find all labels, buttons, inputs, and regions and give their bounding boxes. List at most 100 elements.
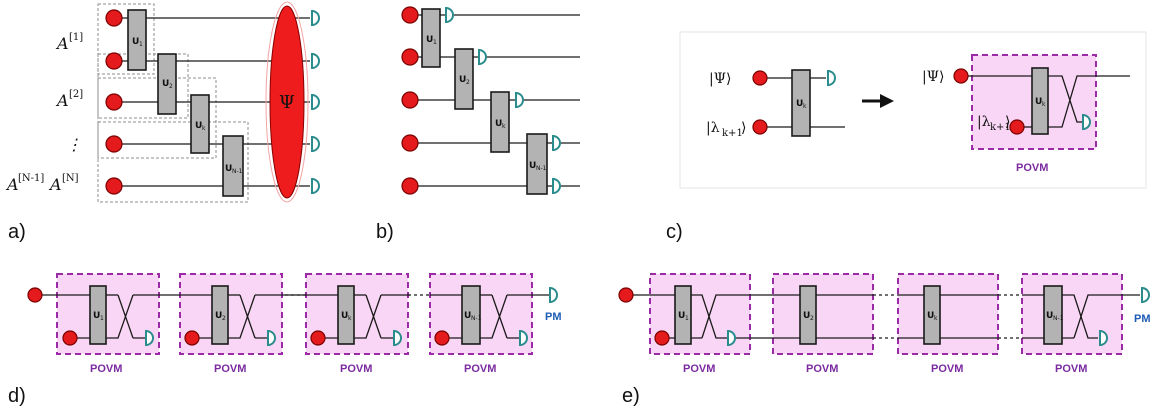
gate-uk: U k (1031, 67, 1049, 135)
svg-text:A: A (48, 175, 62, 194)
povm-box (897, 273, 999, 355)
povm-label: POVM (340, 363, 372, 375)
detector-icon (515, 91, 524, 109)
tensor-group-3 (97, 77, 217, 159)
pm-label: PM (545, 311, 562, 323)
source (401, 177, 419, 195)
gate-uk: U k (337, 285, 355, 345)
panel-a: U 1 U 2 U k U N-1 Ψ (5, 1, 320, 243)
svg-text:U: U (162, 79, 169, 89)
svg-text:U: U (796, 99, 803, 109)
source (105, 9, 123, 27)
source (752, 119, 768, 135)
svg-text:|λ: |λ (706, 120, 720, 136)
svg-text:A: A (5, 175, 19, 194)
detector-icon (478, 48, 487, 66)
gate-u2: U 2 (211, 285, 229, 345)
svg-text:1: 1 (139, 41, 143, 48)
svg-text:U: U (1046, 311, 1053, 321)
gate-u1: U 1 (89, 285, 107, 345)
gate-uk: U k (490, 91, 510, 153)
svg-text:U: U (225, 164, 232, 174)
source (953, 68, 969, 84)
svg-text:2: 2 (169, 83, 173, 90)
svg-text:⟩: ⟩ (1005, 114, 1010, 130)
gate-un1: U N-1 (461, 285, 482, 345)
svg-text:2: 2 (466, 79, 470, 86)
svg-text:⟩: ⟩ (741, 120, 746, 136)
svg-text:k: k (348, 315, 352, 322)
svg-text:U: U (215, 311, 222, 321)
svg-text:N-1: N-1 (536, 165, 547, 172)
detector-icon (549, 286, 558, 304)
svg-text:N-1: N-1 (232, 168, 243, 175)
site-label-2: A [2] (55, 89, 83, 110)
svg-text:U: U (464, 311, 471, 321)
svg-text:2: 2 (810, 315, 814, 322)
svg-text:[N]: [N] (62, 173, 79, 184)
svg-text:k: k (803, 103, 807, 110)
source (618, 287, 634, 303)
gate-u2: U 2 (799, 285, 817, 345)
gate-u1: U 1 (127, 9, 147, 71)
ket-lambda-label: |λ k+1 ⟩ (977, 114, 1011, 133)
vertical-ellipsis: ⋮ (66, 135, 82, 154)
source (1009, 119, 1025, 135)
detector-icon (311, 177, 320, 195)
detector-icon (445, 6, 454, 24)
gate-u1: U 1 (421, 8, 441, 68)
source (752, 70, 768, 86)
povm-label: POVM (1055, 363, 1087, 375)
source (401, 48, 419, 66)
gate-uk: U k (791, 69, 811, 137)
povm-label: POVM (683, 363, 715, 375)
gate-uk: U k (923, 285, 941, 345)
gate-u2: U 2 (454, 48, 474, 110)
svg-text:U: U (341, 311, 348, 321)
svg-text:1: 1 (100, 315, 104, 322)
detector-icon (311, 52, 320, 70)
svg-text:[1]: [1] (69, 32, 83, 43)
svg-text:|λ: |λ (977, 114, 991, 130)
source (62, 330, 78, 346)
source (310, 330, 326, 346)
detector-icon (1141, 286, 1150, 304)
svg-text:U: U (1035, 97, 1042, 107)
arrow-icon (862, 94, 894, 108)
svg-text:U: U (529, 161, 536, 171)
gate-un1: U N-1 (222, 135, 244, 197)
wire-cross-b (1048, 75, 1130, 128)
povm-label: POVM (90, 363, 122, 375)
svg-text:U: U (93, 311, 100, 321)
source (401, 91, 419, 109)
svg-text:U: U (132, 37, 139, 47)
panel-label-a: a) (8, 221, 26, 243)
pm-label: PM (1134, 313, 1151, 325)
gate-u1: U 1 (674, 285, 692, 345)
svg-text:N-1: N-1 (1053, 315, 1064, 322)
svg-text:2: 2 (222, 315, 226, 322)
ket-psi-label: |Ψ⟩ (922, 69, 944, 85)
source (105, 135, 123, 153)
panel-c: |Ψ⟩ |λ k+1 ⟩ U k |Ψ⟩ |λ k+ (666, 31, 1147, 243)
source (105, 52, 123, 70)
detector-icon (311, 93, 320, 111)
svg-text:U: U (927, 311, 934, 321)
site-label-n: A [N-1] A [N] (5, 173, 79, 194)
povm-box (1021, 273, 1123, 355)
tensor-group-1 (97, 3, 155, 75)
povm-label: POVM (1016, 162, 1048, 174)
detector-icon (311, 9, 320, 27)
source (105, 93, 123, 111)
svg-text:Ψ: Ψ (279, 92, 295, 113)
gate-uk: U k (190, 94, 210, 154)
wire-cross-a (1048, 75, 1082, 123)
svg-text:k: k (502, 123, 506, 130)
source (401, 6, 419, 24)
svg-text:U: U (803, 311, 810, 321)
ket-psi-label: |Ψ⟩ (709, 71, 731, 87)
svg-text:[2]: [2] (69, 89, 83, 100)
svg-text:k: k (934, 315, 938, 322)
svg-text:k+1: k+1 (990, 122, 1011, 133)
